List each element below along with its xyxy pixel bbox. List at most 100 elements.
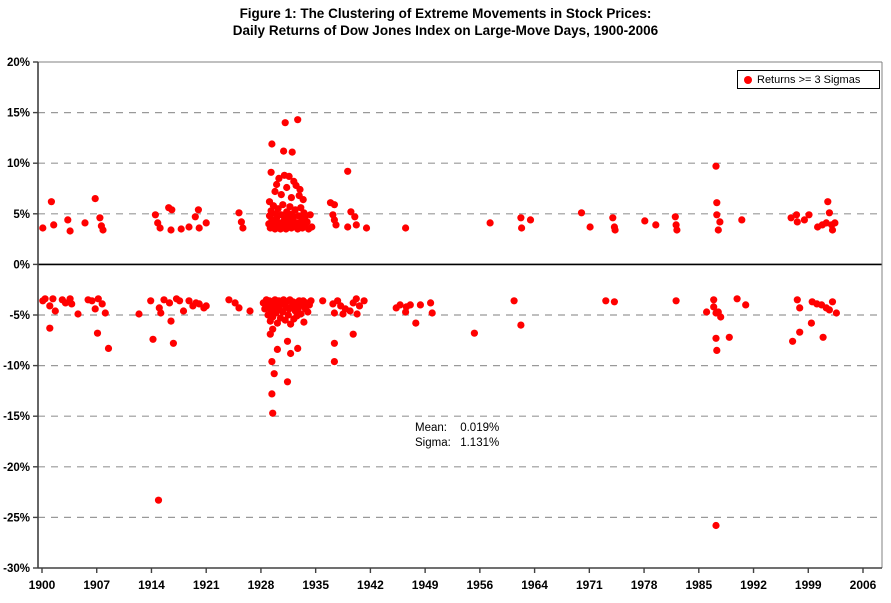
chart-title-line1: Figure 1: The Clustering of Extreme Move… — [239, 6, 652, 21]
data-point — [294, 344, 302, 352]
data-point — [609, 214, 617, 222]
data-point — [416, 301, 424, 309]
data-point — [47, 198, 56, 206]
data-point — [271, 187, 279, 196]
data-point — [738, 216, 746, 224]
data-point — [185, 223, 193, 231]
data-point — [742, 301, 750, 309]
data-point — [285, 172, 293, 180]
data-point — [268, 358, 276, 366]
data-point — [279, 201, 287, 209]
y-tick-label: -25% — [3, 512, 30, 524]
x-tick-label: 1928 — [248, 578, 275, 592]
data-point — [347, 208, 355, 216]
data-point — [46, 302, 54, 310]
x-tick-label: 1914 — [138, 578, 165, 592]
data-point — [828, 298, 837, 306]
data-point — [517, 214, 525, 222]
data-point — [101, 309, 109, 317]
data-point — [268, 390, 276, 398]
data-point — [427, 299, 435, 307]
data-point — [273, 345, 281, 353]
data-point — [406, 301, 414, 309]
data-point — [39, 224, 47, 232]
data-point — [793, 296, 801, 304]
mean-label: Mean: — [415, 422, 447, 434]
data-point — [641, 217, 649, 225]
data-point — [712, 521, 720, 530]
data-point — [703, 308, 711, 316]
data-point — [283, 378, 292, 386]
data-point — [518, 224, 526, 232]
y-tick-label: 15% — [7, 108, 30, 120]
data-point — [470, 329, 478, 337]
data-point — [396, 301, 404, 309]
x-tick-label: 1921 — [193, 578, 220, 592]
data-point — [156, 224, 164, 232]
data-point — [154, 496, 163, 504]
data-point — [157, 309, 165, 317]
data-point — [308, 223, 316, 231]
data-point — [831, 219, 839, 227]
data-point — [319, 297, 327, 305]
y-tick-label: 10% — [7, 158, 30, 170]
x-tick-label: 1942 — [357, 578, 384, 592]
data-point — [286, 203, 294, 211]
x-tick-label: 1935 — [302, 578, 329, 592]
data-point — [280, 147, 288, 155]
y-tick-label: -15% — [3, 411, 30, 423]
data-point — [269, 409, 277, 417]
data-point — [194, 206, 202, 214]
data-point — [66, 227, 74, 235]
legend-red-dot-icon — [744, 75, 752, 84]
y-tick-label: 5% — [13, 209, 30, 221]
data-point — [717, 313, 725, 321]
y-tick-label: 0% — [13, 259, 30, 271]
x-tick-label: 1992 — [740, 578, 767, 592]
data-point — [195, 300, 203, 308]
data-point — [235, 304, 243, 312]
data-point — [793, 218, 801, 226]
data-point — [355, 302, 364, 310]
data-point — [246, 307, 254, 315]
data-point — [268, 140, 276, 148]
data-point — [344, 223, 352, 231]
data-point — [796, 304, 804, 312]
data-point — [81, 219, 89, 227]
data-point — [149, 335, 157, 343]
data-point — [789, 337, 797, 345]
data-point — [281, 119, 289, 127]
data-point — [486, 219, 494, 227]
data-point — [352, 221, 360, 229]
data-point — [274, 205, 282, 213]
data-point — [202, 302, 210, 310]
data-point — [288, 148, 296, 156]
data-point — [428, 309, 436, 317]
data-point — [828, 226, 837, 234]
data-point — [800, 216, 809, 224]
data-point — [296, 185, 304, 194]
data-point — [330, 339, 338, 347]
x-tick-label: 1907 — [83, 578, 110, 592]
data-point — [275, 174, 283, 182]
sigma-row: Sigma: 1.131% — [415, 436, 499, 451]
y-tick-label: -20% — [3, 462, 30, 474]
data-point — [402, 224, 410, 232]
data-point — [61, 299, 70, 307]
data-point — [300, 318, 308, 326]
data-point — [167, 226, 175, 234]
data-point — [362, 224, 371, 232]
data-point — [349, 330, 357, 338]
data-point — [832, 309, 841, 317]
data-point — [673, 226, 681, 234]
data-point — [237, 218, 245, 226]
data-point — [135, 310, 143, 318]
data-point — [277, 191, 285, 199]
data-point — [195, 224, 203, 232]
data-point — [824, 198, 832, 206]
x-tick-label: 1964 — [521, 578, 548, 592]
data-point — [267, 168, 275, 176]
data-point — [94, 295, 102, 303]
chart-title: Figure 1: The Clustering of Extreme Move… — [0, 5, 891, 39]
data-point — [283, 183, 291, 192]
